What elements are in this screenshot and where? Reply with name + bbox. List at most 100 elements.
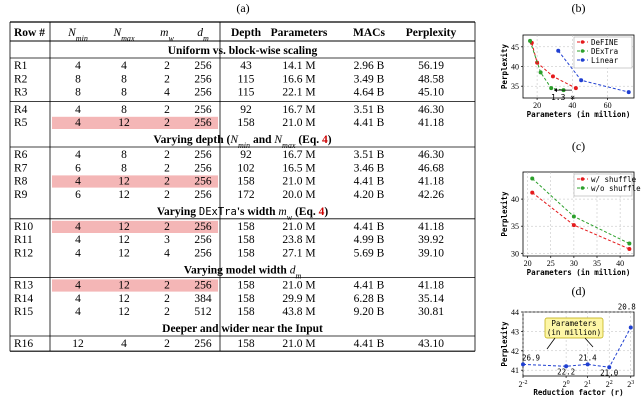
table-cell: 43.10 (418, 338, 444, 350)
table-cell: R9 (14, 189, 28, 201)
table-cell: 4 (121, 60, 127, 72)
table-cell: R12 (14, 247, 33, 259)
annotation-arrow (546, 337, 556, 350)
table-cell: 41.18 (418, 117, 444, 129)
x-tick-label: 22 (606, 380, 613, 389)
table-cell: 2 (164, 221, 170, 233)
table-cell: 46.68 (418, 162, 444, 174)
annotation-text: 1.3 × (551, 93, 575, 102)
table-cell: 39.10 (418, 247, 444, 259)
y-axis-label: Perplexity (500, 321, 509, 367)
table-cell: 172 (237, 189, 255, 201)
table-cell: 46.30 (418, 104, 444, 116)
table-header-cell: Perplexity (406, 27, 457, 39)
data-point (528, 38, 533, 43)
annotation-box-line2: (in million) (547, 328, 601, 337)
table-cell: 3 (164, 234, 170, 246)
table-cell: R14 (14, 293, 33, 305)
table-cell: R6 (14, 149, 28, 161)
x-axis-label: Parameters (in million) (527, 268, 631, 277)
data-point (521, 362, 525, 367)
table-cell: 256 (194, 104, 212, 116)
table-cell: 45.10 (418, 87, 444, 99)
table-cell: 21.0 M (282, 117, 315, 129)
table-cell: 4 (75, 234, 81, 246)
data-point (530, 190, 535, 195)
table-cell: R15 (14, 306, 33, 318)
table-cell: 6 (75, 162, 81, 174)
table-header-cell: Row # (14, 27, 45, 39)
table-cell: 2 (164, 338, 170, 350)
table-cell: 4 (75, 247, 81, 259)
x-axis-label: Reduction factor (r) (533, 388, 623, 397)
data-point (579, 78, 584, 83)
table-cell: R5 (14, 117, 28, 129)
table-cell: 2 (164, 162, 170, 174)
x-tick-label: 21 (584, 380, 591, 389)
highlight-cell (52, 175, 218, 188)
table-cell: 2 (164, 189, 170, 201)
table-cell: 158 (237, 176, 255, 188)
table-cell: 8 (121, 149, 127, 161)
table-cell: 9.20 B (354, 306, 385, 318)
table-header-cell: mw (160, 27, 174, 43)
highlight-cell (52, 279, 218, 292)
data-label: 20.8 (618, 303, 637, 312)
table-cell: 12 (118, 293, 130, 305)
x-tick-label: 40 (568, 101, 576, 110)
x-tick-label: 20 (563, 380, 570, 389)
plot-frame (522, 171, 635, 257)
table-cell: 8 (121, 87, 127, 99)
legend-label: Linear (591, 56, 619, 65)
table-cell: 8 (121, 162, 127, 174)
data-point (628, 325, 633, 330)
table-cell: 43.8 M (282, 306, 315, 318)
table-cell: R8 (14, 176, 28, 188)
section-title: Deeper and wider near the Input (162, 323, 323, 335)
table-cell: 6.28 B (354, 293, 385, 305)
data-point (607, 365, 612, 370)
x-tick-label: 23 (627, 380, 634, 389)
table-cell: 256 (194, 149, 212, 161)
table-cell: 158 (237, 117, 255, 129)
data-point (538, 70, 543, 75)
data-point (627, 241, 632, 246)
data-point (571, 214, 576, 219)
panel-label-a: (a) (236, 1, 249, 15)
y-tick-label: 42 (511, 347, 519, 356)
y-tick-label: 45 (511, 43, 519, 52)
table-cell: 42.26 (418, 189, 444, 201)
data-point (573, 86, 578, 91)
table-cell: 22.1 M (282, 87, 315, 99)
table-cell: R1 (14, 60, 28, 72)
data-point (556, 48, 561, 53)
section-title: Uniform vs. block-wise scaling (168, 45, 318, 57)
table-cell: 4 (75, 60, 81, 72)
table-cell: 2 (164, 280, 170, 292)
table-header-cell: Nmax (112, 27, 135, 43)
x-tick-label: 40 (616, 259, 624, 268)
y-tick-label: 40 (511, 63, 519, 72)
data-point (550, 74, 555, 79)
section-title: Varying model width dm (184, 264, 302, 280)
x-tick-label: 20 (533, 101, 541, 110)
data-point (564, 364, 569, 369)
table-cell: 158 (237, 234, 255, 246)
legend-box (573, 173, 633, 197)
table-header-cell: Nmin (67, 27, 88, 43)
table-cell: 158 (237, 221, 255, 233)
table-cell: 41.18 (418, 280, 444, 292)
table-cell: 56.19 (418, 60, 444, 72)
table-cell: 158 (237, 306, 255, 318)
table-cell: 16.7 M (282, 149, 315, 161)
table-cell: 92 (240, 104, 252, 116)
legend-label: w/ shuffle (591, 175, 637, 184)
table-cell: 41.18 (418, 221, 444, 233)
table-cell: 4.20 B (354, 189, 385, 201)
table-header-cell: MACs (353, 27, 385, 39)
table-cell: 4 (75, 176, 81, 188)
table-cell: 8 (75, 87, 81, 99)
x-tick-label: 2-2 (519, 380, 528, 389)
